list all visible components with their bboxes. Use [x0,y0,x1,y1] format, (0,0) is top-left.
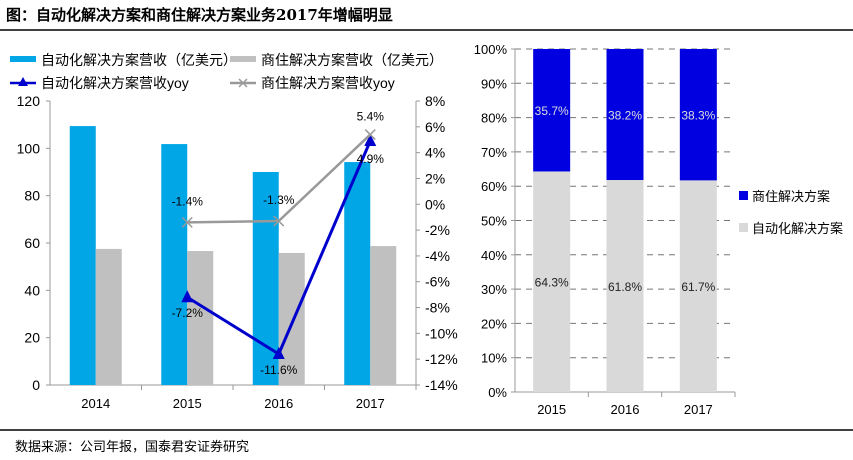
legend-label: 商住解决方案营收（亿美元） [261,52,443,68]
yoy-data-label: -1.3% [263,193,295,207]
y-tick-label: 60 [24,235,40,251]
y-tick-label: 0 [32,377,40,393]
triangle-marker [364,134,377,147]
y-tick-label: 90% [481,76,507,91]
y2-tick-label: 0% [425,196,445,212]
residential-share-bar [679,49,717,181]
legend-triangle-marker [18,77,28,86]
y2-tick-label: 8% [425,93,445,109]
legend-swatch [10,56,36,62]
x-tick-label: 2015 [173,396,202,411]
x-tick-label: 2015 [537,402,566,417]
legend-swatch [739,223,748,232]
residential-revenue-bar [187,251,214,385]
legend-label: 自动化解决方案营收（亿美元） [41,52,237,68]
y2-tick-label: 4% [425,145,445,161]
legend-label: 自动化解决方案营收yoy [41,75,189,91]
x-marker [273,215,285,227]
x-tick-label: 2016 [264,396,293,411]
share-data-label: 38.2% [608,109,642,123]
share-data-label: 64.3% [535,276,569,290]
y2-tick-label: -10% [425,325,458,341]
residential-revenue-bar [370,246,397,385]
share-data-label: 61.7% [681,280,715,294]
y2-tick-label: -8% [425,300,450,316]
x-tick-label: 2017 [356,396,385,411]
source-note: 数据来源：公司年报，国泰君安证券研究 [15,440,250,455]
legend-x-marker [238,78,248,88]
yoy-data-label: 5.4% [357,110,385,124]
x-marker [364,129,376,141]
x-marker [181,216,193,228]
yoy-data-label: 4.9% [357,152,385,166]
y-tick-label: 100% [474,42,508,57]
y2-tick-label: -12% [425,351,458,367]
y-tick-label: 50% [481,214,507,229]
y2-tick-label: 6% [425,119,445,135]
y2-tick-label: 2% [425,170,445,186]
y-tick-label: 40 [24,282,40,298]
automation-share-bar [606,180,644,392]
y-tick-label: 100 [17,140,41,156]
yoy-data-label: -7.2% [172,306,204,320]
residential-share-bar [533,49,571,172]
y-tick-label: 20 [24,330,40,346]
share-data-label: 35.7% [535,104,569,118]
legend-label: 自动化解决方案 [752,221,843,236]
y-tick-label: 60% [481,179,507,194]
y-tick-label: 40% [481,248,507,263]
x-tick-label: 2016 [611,402,640,417]
legend-swatch [739,191,748,200]
yoy-data-label: -1.4% [172,194,204,208]
y-tick-label: 80 [24,188,40,204]
automation-revenue-bar [344,162,371,385]
yoy-data-label: -11.6% [260,363,297,377]
share-data-label: 38.3% [681,109,715,123]
automation-share-bar [679,180,717,392]
residential-revenue-bar [95,248,122,385]
automation-revenue-bar [252,172,279,385]
y-tick-label: 20% [481,316,507,331]
x-tick-label: 2014 [81,396,110,411]
share-data-label: 61.8% [608,280,642,294]
y2-tick-label: -6% [425,274,450,290]
triangle-marker [181,290,194,303]
legend-swatch [230,56,256,62]
residential-revenue-bar [278,252,305,385]
automation-revenue-bar [69,126,96,385]
automation-revenue-bar [161,144,188,385]
y-tick-label: 30% [481,282,507,297]
y-tick-label: 120 [17,93,41,109]
figure-title: 图：自动化解决方案和商住解决方案业务2017年增幅明显 [6,6,393,24]
x-tick-label: 2017 [684,402,713,417]
triangle-marker [272,347,285,360]
automation-share-bar [533,171,571,392]
y2-tick-label: -14% [425,377,458,393]
legend-label: 商住解决方案营收yoy [261,75,395,91]
y2-tick-label: -2% [425,222,450,238]
residential-share-bar [606,49,644,181]
legend-label: 商住解决方案 [752,189,830,204]
y-tick-label: 10% [481,351,507,366]
y-tick-label: 70% [481,145,507,160]
y-tick-label: 80% [481,111,507,126]
y-tick-label: 0% [488,385,507,400]
y2-tick-label: -4% [425,248,450,264]
